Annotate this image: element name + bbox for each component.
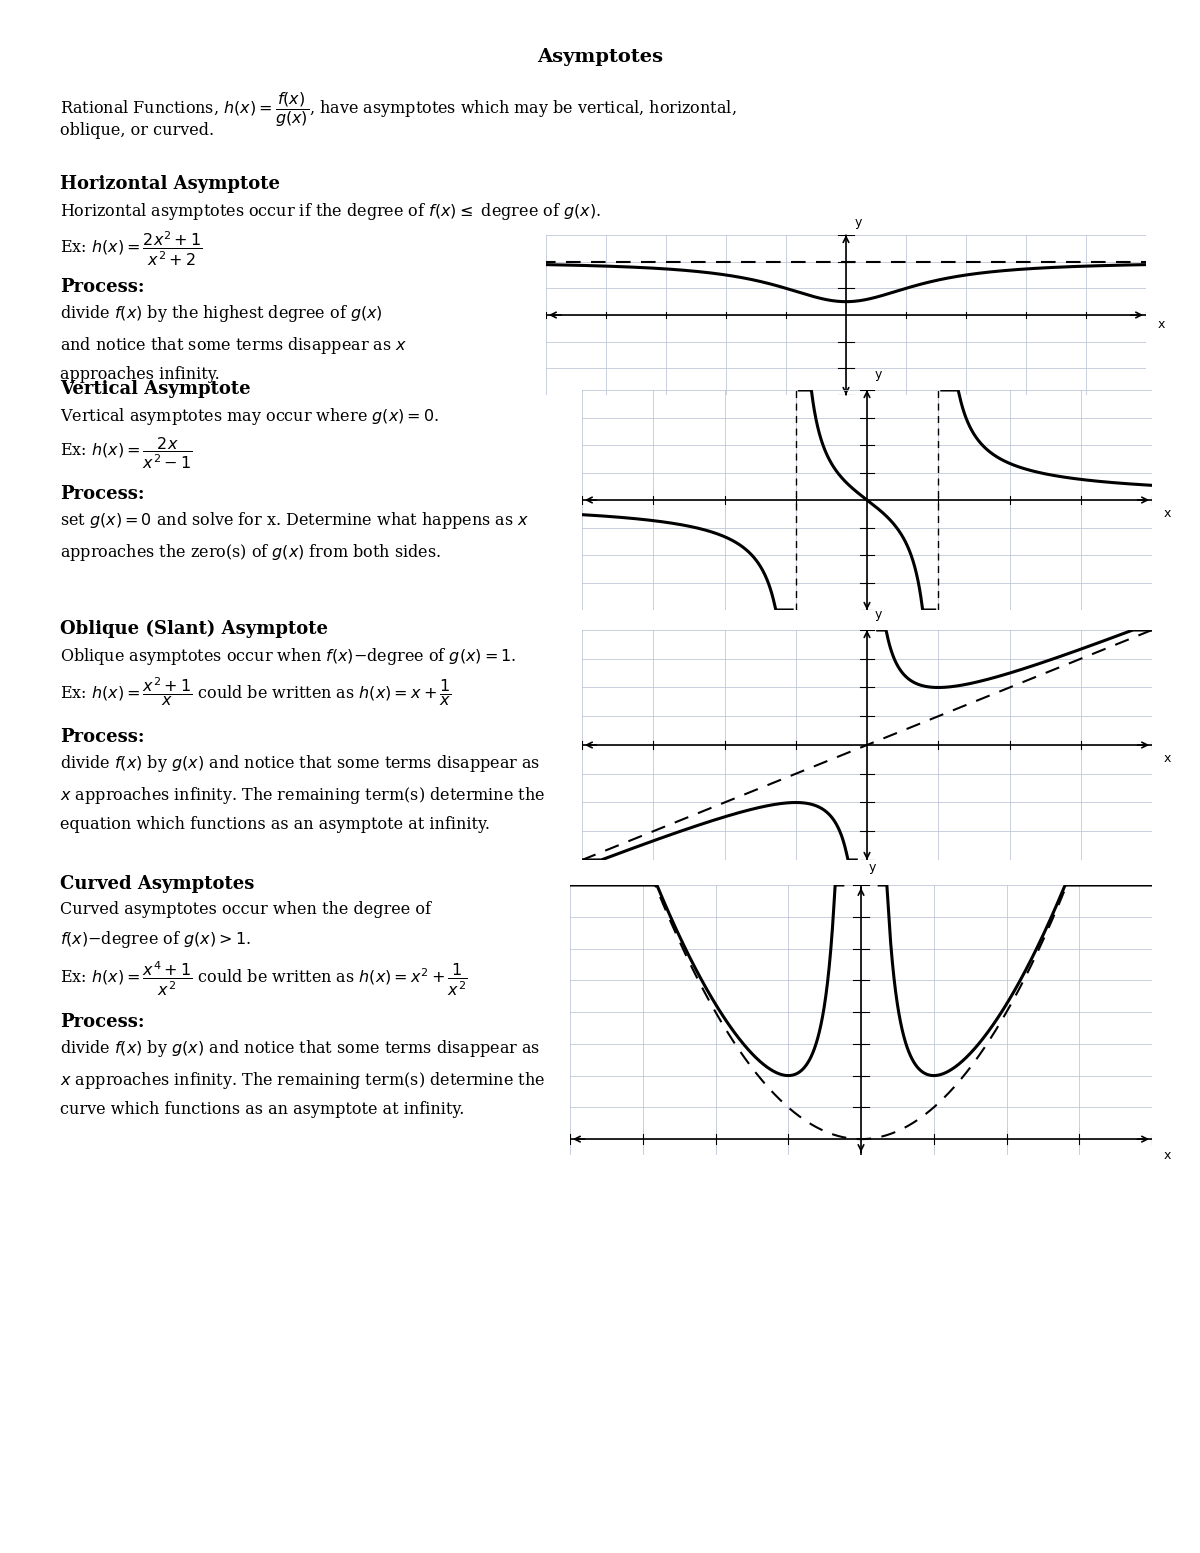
Text: Rational Functions, $h(x) = \dfrac{f(x)}{g(x)}$, have asymptotes which may be ve: Rational Functions, $h(x) = \dfrac{f(x)}… bbox=[60, 90, 737, 129]
Text: divide $f(x)$ by the highest degree of $g(x)$
and notice that some terms disappe: divide $f(x)$ by the highest degree of $… bbox=[60, 303, 407, 384]
Text: Curved asymptotes occur when the degree of
$f(x)$−degree of $g(x) > 1$.: Curved asymptotes occur when the degree … bbox=[60, 901, 431, 950]
Text: y: y bbox=[875, 368, 882, 380]
Text: x: x bbox=[1164, 752, 1171, 766]
Text: Asymptotes: Asymptotes bbox=[538, 48, 662, 65]
Text: y: y bbox=[854, 216, 862, 228]
Text: oblique, or curved.: oblique, or curved. bbox=[60, 123, 214, 140]
Text: Vertical asymptotes may occur where $g(x) = 0$.: Vertical asymptotes may occur where $g(x… bbox=[60, 405, 439, 427]
Text: divide $f(x)$ by $g(x)$ and notice that some terms disappear as
$x$ approaches i: divide $f(x)$ by $g(x)$ and notice that … bbox=[60, 753, 545, 832]
Text: Oblique asymptotes occur when $f(x)$−degree of $g(x) = 1$.: Oblique asymptotes occur when $f(x)$−deg… bbox=[60, 646, 516, 666]
Text: Ex: $h(x) = \dfrac{x^2+1}{x}$ could be written as $h(x) = x + \dfrac{1}{x}$: Ex: $h(x) = \dfrac{x^2+1}{x}$ could be w… bbox=[60, 676, 451, 708]
Text: Ex: $h(x) = \dfrac{2x}{x^2-1}$: Ex: $h(x) = \dfrac{2x}{x^2-1}$ bbox=[60, 435, 192, 471]
Text: Oblique (Slant) Asymptote: Oblique (Slant) Asymptote bbox=[60, 620, 328, 638]
Text: x: x bbox=[1158, 318, 1165, 331]
Text: divide $f(x)$ by $g(x)$ and notice that some terms disappear as
$x$ approaches i: divide $f(x)$ by $g(x)$ and notice that … bbox=[60, 1037, 545, 1118]
Text: x: x bbox=[1164, 506, 1171, 520]
Text: Vertical Asymptote: Vertical Asymptote bbox=[60, 380, 251, 398]
Text: Ex: $h(x) = \dfrac{x^4+1}{x^2}$ could be written as $h(x) = x^2 + \dfrac{1}{x^2}: Ex: $h(x) = \dfrac{x^4+1}{x^2}$ could be… bbox=[60, 960, 468, 999]
Text: Process:: Process: bbox=[60, 1013, 144, 1031]
Text: set $g(x) = 0$ and solve for x. Determine what happens as $x$
approaches the zer: set $g(x) = 0$ and solve for x. Determin… bbox=[60, 509, 529, 564]
Text: Process:: Process: bbox=[60, 278, 144, 297]
Text: x: x bbox=[1164, 1149, 1171, 1162]
Text: Process:: Process: bbox=[60, 485, 144, 503]
Text: y: y bbox=[869, 862, 876, 874]
Text: Ex: $h(x) = \dfrac{2x^2+1}{x^2+2}$: Ex: $h(x) = \dfrac{2x^2+1}{x^2+2}$ bbox=[60, 230, 203, 269]
Text: Horizontal Asymptote: Horizontal Asymptote bbox=[60, 175, 280, 193]
Text: Horizontal asymptotes occur if the degree of $f(x) \leq$ degree of $g(x)$.: Horizontal asymptotes occur if the degre… bbox=[60, 200, 601, 222]
Text: Curved Asymptotes: Curved Asymptotes bbox=[60, 874, 254, 893]
Text: y: y bbox=[875, 607, 882, 621]
Text: Process:: Process: bbox=[60, 728, 144, 745]
